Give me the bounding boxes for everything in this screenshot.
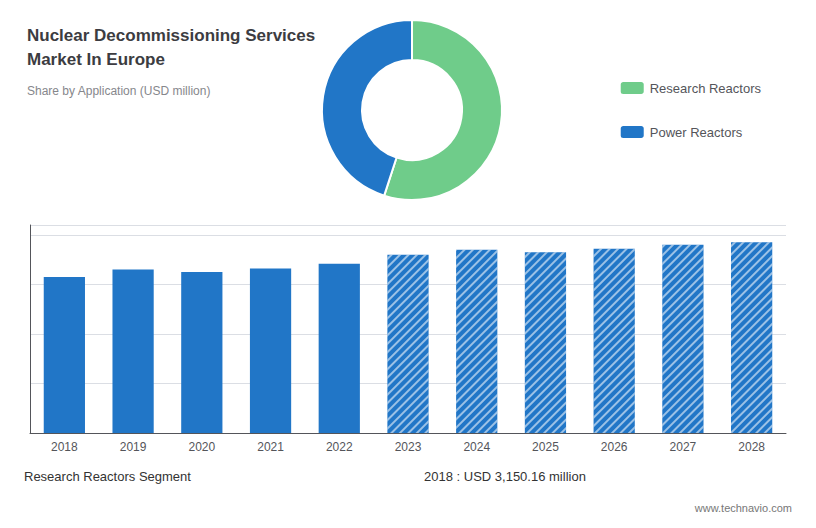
svg-text:Research Reactors Segment: Research Reactors Segment <box>24 469 191 484</box>
svg-text:Power Reactors: Power Reactors <box>650 125 743 140</box>
svg-text:2028: 2028 <box>738 440 765 454</box>
svg-text:2022: 2022 <box>326 440 353 454</box>
svg-text:2018: 2018 <box>51 440 78 454</box>
svg-text:Nuclear Decommissioning Servic: Nuclear Decommissioning Services <box>27 26 315 45</box>
svg-text:2024: 2024 <box>463 440 490 454</box>
svg-text:2021: 2021 <box>257 440 284 454</box>
svg-text:2019: 2019 <box>120 440 147 454</box>
svg-text:2023: 2023 <box>395 440 422 454</box>
svg-text:Share by Application (USD mill: Share by Application (USD million) <box>27 84 210 98</box>
svg-text:www.technavio.com: www.technavio.com <box>694 502 792 514</box>
svg-text:Research Reactors: Research Reactors <box>650 81 762 96</box>
svg-text:2027: 2027 <box>670 440 697 454</box>
svg-text:Market In Europe: Market In Europe <box>27 50 165 69</box>
svg-text:2026: 2026 <box>601 440 628 454</box>
svg-text:2020: 2020 <box>188 440 215 454</box>
svg-text:2018 : USD 3,150.16 million: 2018 : USD 3,150.16 million <box>424 469 586 484</box>
svg-text:2025: 2025 <box>532 440 559 454</box>
